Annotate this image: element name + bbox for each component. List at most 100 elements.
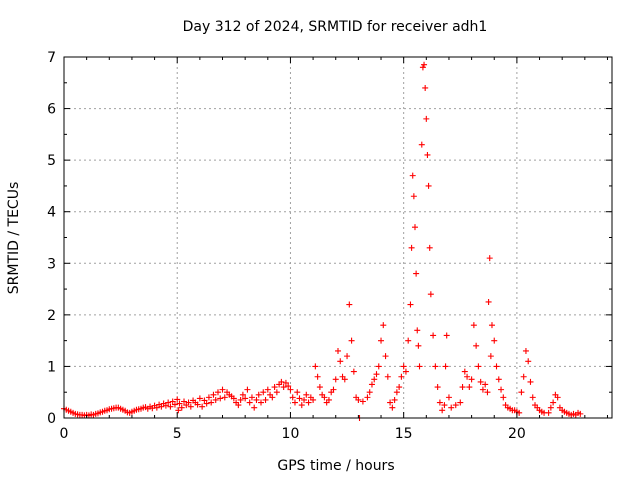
chart-title: Day 312 of 2024, SRMTID for receiver adh… [183, 19, 488, 35]
data-point [407, 301, 414, 308]
data-point [414, 327, 421, 334]
data-point [545, 409, 552, 416]
data-point [430, 332, 437, 339]
data-point [230, 395, 237, 402]
data-point [368, 381, 375, 388]
data-point [287, 386, 294, 393]
data-point [442, 363, 449, 370]
y-tick-label: 0 [47, 411, 56, 427]
y-tick-label: 6 [47, 102, 56, 118]
x-axis-title: GPS time / hours [277, 458, 394, 474]
data-point [425, 182, 432, 189]
data-point [373, 371, 380, 378]
data-point [479, 386, 486, 393]
data-point [378, 337, 385, 344]
data-point [459, 384, 466, 391]
data-point [422, 84, 429, 91]
data-point [305, 399, 312, 406]
data-point [242, 395, 249, 402]
data-point [389, 404, 396, 411]
data-point [441, 402, 448, 409]
data-point [321, 394, 328, 401]
data-point [522, 347, 529, 354]
data-point [341, 376, 348, 383]
data-point [201, 397, 208, 404]
data-point [278, 378, 285, 385]
data-point [273, 389, 280, 396]
data-point [158, 403, 165, 410]
data-point [359, 398, 366, 405]
data-point [208, 399, 215, 406]
data-point [547, 404, 554, 411]
data-point [246, 399, 253, 406]
data-point [296, 395, 303, 402]
data-point [312, 363, 319, 370]
data-point [475, 363, 482, 370]
data-point [175, 407, 182, 414]
data-point [491, 337, 498, 344]
data-point [416, 363, 423, 370]
data-point [280, 384, 287, 391]
data-point [196, 395, 203, 402]
data-point [443, 332, 450, 339]
data-point [452, 402, 459, 409]
data-point [162, 402, 169, 409]
data-point [410, 193, 417, 200]
data-point [237, 396, 244, 403]
data-point [344, 353, 351, 360]
data-point [325, 396, 332, 403]
data-point [554, 394, 561, 401]
data-point [487, 353, 494, 360]
data-point [405, 337, 412, 344]
data-markers [61, 61, 584, 421]
data-point [411, 224, 418, 231]
data-point [310, 396, 317, 403]
data-point [194, 401, 201, 408]
data-point [235, 402, 242, 409]
data-point [330, 386, 337, 393]
data-point [269, 394, 276, 401]
data-point [169, 398, 176, 405]
data-point [348, 337, 355, 344]
data-point [498, 386, 505, 393]
data-point [520, 373, 527, 380]
data-point [380, 322, 387, 329]
data-point [289, 394, 296, 401]
data-point [419, 64, 426, 71]
data-point [413, 270, 420, 277]
data-point [258, 399, 265, 406]
y-tick-label: 4 [47, 205, 56, 221]
data-point [426, 244, 433, 251]
data-point [244, 386, 251, 393]
data-point [418, 141, 425, 148]
data-point [485, 298, 492, 305]
y-tick-label: 1 [47, 359, 56, 375]
data-point [500, 394, 507, 401]
data-point [248, 394, 255, 401]
data-point [214, 389, 221, 396]
data-point [178, 404, 185, 411]
x-tick-label: 10 [282, 426, 300, 442]
data-point [445, 394, 452, 401]
data-point [282, 379, 289, 386]
data-point [346, 301, 353, 308]
data-point [396, 384, 403, 391]
data-point [314, 373, 321, 380]
data-point [185, 399, 192, 406]
data-point [400, 363, 407, 370]
data-point [187, 403, 194, 410]
data-point [301, 396, 308, 403]
data-point [199, 403, 206, 410]
data-point [203, 400, 210, 407]
y-tick-label: 2 [47, 308, 56, 324]
data-point [212, 396, 219, 403]
data-point [167, 403, 174, 410]
data-point [171, 401, 178, 408]
data-point [550, 399, 557, 406]
data-point [350, 368, 357, 375]
data-point [253, 396, 260, 403]
x-tick-label: 20 [508, 426, 526, 442]
y-tick-label: 7 [47, 50, 56, 66]
data-point [239, 391, 246, 398]
data-point [391, 396, 398, 403]
